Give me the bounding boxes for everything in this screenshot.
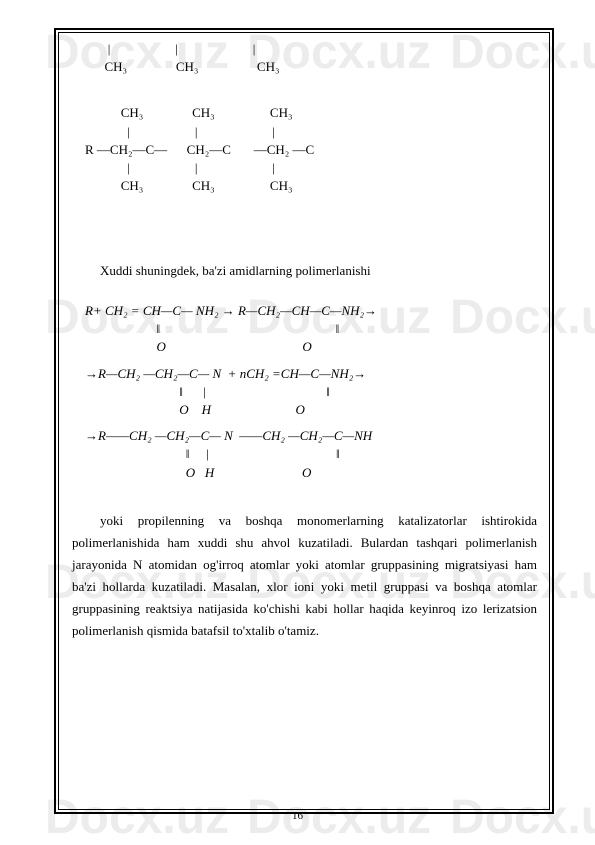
chem-reaction-line: →R——CH₂ —CH₂—C— N ——CH₂ —CH₂—C—NH: [72, 427, 537, 445]
chem-structure-1-line: CH₃ CH₃ CH₃: [72, 58, 537, 76]
chem-structure-2-line: | | |: [72, 123, 537, 141]
page-number: 16: [0, 810, 595, 822]
chem-reaction-line: ‖ ‖: [72, 320, 537, 338]
chem-structure-2-line: CH₃ CH₃ CH₃: [72, 177, 537, 195]
chem-reaction-line: O O: [72, 338, 537, 356]
chem-reaction-line: R+ CH₂ = CH—C— NH₂ → R—CH₂—CH—C—NH₂→: [72, 302, 537, 320]
chem-structure-1-line: | | |: [72, 40, 537, 58]
chem-structure-2-line: CH₃ CH₃ CH₃: [72, 104, 537, 122]
chem-reaction-line: ‖ | ‖: [72, 383, 537, 401]
chem-reaction-line: →R—CH₂ —CH₂—C— N + nCH₂ =CH—C—NH₂→: [72, 365, 537, 383]
chem-structure-2-line: R —CH₂—C— CH₂—C —CH₂ —C: [72, 141, 537, 159]
chem-reaction-line: ‖ | ‖: [72, 445, 537, 463]
section-title: Xuddi shuningdek, ba'zi amidlarning poli…: [72, 261, 537, 282]
chem-structure-2-line: | | |: [72, 159, 537, 177]
body-paragraph: yoki propilenning va boshqa monomerlarni…: [72, 510, 537, 643]
page-content: | | | CH₃ CH₃ CH₃ CH₃ CH₃ CH₃ |: [72, 40, 537, 642]
chem-reaction-line: O H O: [72, 401, 537, 419]
chem-reaction-line: O H O: [72, 464, 537, 482]
